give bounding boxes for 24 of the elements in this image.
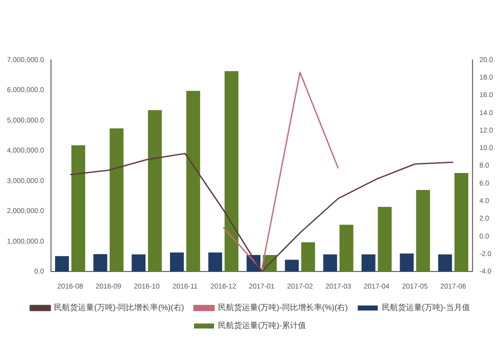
bar <box>186 90 200 272</box>
bar <box>284 260 299 272</box>
bar <box>110 128 124 272</box>
bar <box>148 110 162 272</box>
bar <box>208 252 222 272</box>
legend-label: 民航货运量(万吨)-当月值 <box>382 303 470 312</box>
bar <box>55 256 69 272</box>
bar <box>454 173 468 272</box>
bar <box>416 190 430 272</box>
bar <box>323 254 338 272</box>
legend-label: 民航货运量(万吨)-同比增长率(%)(右) <box>218 303 348 312</box>
bar <box>132 254 146 272</box>
bar <box>71 145 86 272</box>
legend-label: 民航货运量(万吨)-累计值 <box>218 321 306 330</box>
bar <box>224 71 238 272</box>
bar <box>400 253 414 272</box>
legend-label: 民航货运量(万吨)-同比增长率(%)(右) <box>54 303 184 312</box>
bar <box>340 224 354 272</box>
bar <box>438 254 452 272</box>
bar <box>301 242 316 272</box>
bar <box>170 252 184 272</box>
bar <box>378 206 392 272</box>
bar <box>93 254 108 272</box>
bar <box>362 254 376 272</box>
